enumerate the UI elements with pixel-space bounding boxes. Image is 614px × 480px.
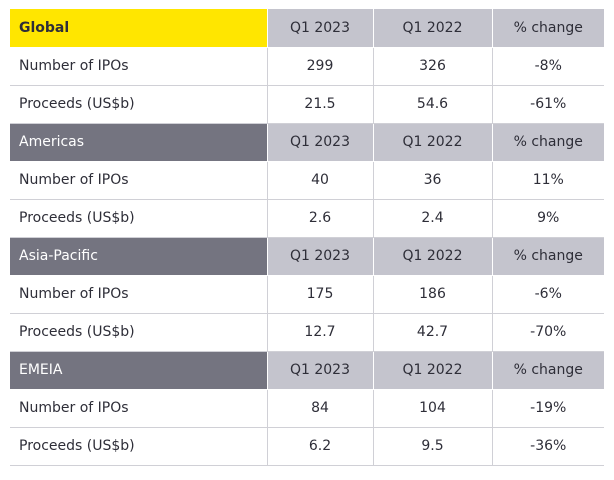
value-cell: 2.6 xyxy=(266,199,373,238)
column-header: % change xyxy=(491,237,604,276)
value-cell: 84 xyxy=(266,389,373,428)
row-label: Number of IPOs xyxy=(10,47,267,86)
column-header: Q1 2023 xyxy=(266,351,373,390)
data-row: Proceeds (US$b) 21.5 54.6 -61% xyxy=(10,85,604,124)
value-cell: 12.7 xyxy=(266,313,373,352)
value-cell: 175 xyxy=(266,275,373,314)
value-cell: 9% xyxy=(491,199,604,238)
value-cell: 54.6 xyxy=(372,85,492,124)
row-label: Number of IPOs xyxy=(10,389,267,428)
column-header: Q1 2022 xyxy=(372,237,492,276)
value-cell: -36% xyxy=(491,427,604,466)
value-cell: 299 xyxy=(266,47,373,86)
section-header: EMEIA Q1 2023 Q1 2022% change xyxy=(10,351,604,390)
value-cell: 36 xyxy=(372,161,492,200)
value-cell: -6% xyxy=(491,275,604,314)
data-row: Number of IPOs 84 104 -19% xyxy=(10,389,604,428)
row-label: Number of IPOs xyxy=(10,161,267,200)
data-row: Number of IPOs 175 186 -6% xyxy=(10,275,604,314)
ipo-table: Global Q1 2023 Q1 2022% change Number of IP… xyxy=(10,9,604,466)
value-cell: -61% xyxy=(491,85,604,124)
row-label: Proceeds (US$b) xyxy=(10,313,267,352)
row-label: Proceeds (US$b) xyxy=(10,199,267,238)
column-header: Q1 2023 xyxy=(266,123,373,162)
value-cell: 9.5 xyxy=(372,427,492,466)
column-header: Q1 2022 xyxy=(372,351,492,390)
column-header: Q1 2022 xyxy=(372,123,492,162)
data-row: Proceeds (US$b) 6.2 9.5 -36% xyxy=(10,427,604,466)
data-row: Number of IPOs 299 326 -8% xyxy=(10,47,604,86)
row-label: Proceeds (US$b) xyxy=(10,427,267,466)
value-cell: 186 xyxy=(372,275,492,314)
region-label: Americas xyxy=(10,123,267,162)
data-row: Number of IPOs 40 36 11% xyxy=(10,161,604,200)
column-header: % change xyxy=(491,351,604,390)
data-row: Proceeds (US$b) 12.7 42.7 -70% xyxy=(10,313,604,352)
value-cell: 42.7 xyxy=(372,313,492,352)
section-header: Asia-Pacific Q1 2023 Q1 2022% change xyxy=(10,237,604,276)
section-header: Americas Q1 2023 Q1 2022% change xyxy=(10,123,604,162)
value-cell: 6.2 xyxy=(266,427,373,466)
data-row: Proceeds (US$b) 2.6 2.4 9% xyxy=(10,199,604,238)
column-header: % change xyxy=(491,123,604,162)
value-cell: 21.5 xyxy=(266,85,373,124)
value-cell: -19% xyxy=(491,389,604,428)
column-header: % change xyxy=(491,9,604,48)
column-header: Q1 2022 xyxy=(372,9,492,48)
value-cell: -70% xyxy=(491,313,604,352)
value-cell: 326 xyxy=(372,47,492,86)
table-body: Global Q1 2023 Q1 2022% change Number of IP… xyxy=(10,9,604,466)
region-label: EMEIA xyxy=(10,351,267,390)
column-header: Q1 2023 xyxy=(266,9,373,48)
column-header: Q1 2023 xyxy=(266,237,373,276)
region-label: Asia-Pacific xyxy=(10,237,267,276)
value-cell: 104 xyxy=(372,389,492,428)
value-cell: 2.4 xyxy=(372,199,492,238)
value-cell: 40 xyxy=(266,161,373,200)
row-label: Number of IPOs xyxy=(10,275,267,314)
value-cell: -8% xyxy=(491,47,604,86)
section-header: Global Q1 2023 Q1 2022% change xyxy=(10,9,604,48)
value-cell: 11% xyxy=(491,161,604,200)
region-label: Global xyxy=(10,9,267,48)
row-label: Proceeds (US$b) xyxy=(10,85,267,124)
